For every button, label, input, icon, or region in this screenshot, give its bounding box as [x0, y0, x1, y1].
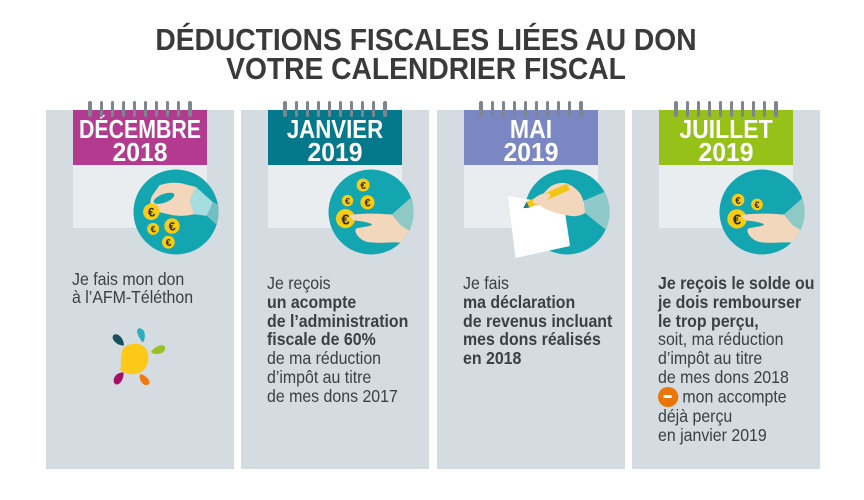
svg-text:€: €	[341, 212, 349, 228]
svg-text:€: €	[360, 181, 366, 192]
svg-text:€: €	[735, 196, 741, 207]
svg-text:€: €	[147, 205, 156, 220]
svg-text:€: €	[345, 196, 350, 206]
svg-text:€: €	[165, 237, 173, 249]
svg-text:€: €	[733, 213, 742, 229]
svg-text:€: €	[754, 200, 759, 210]
svg-text:€: €	[168, 219, 177, 234]
svg-text:€: €	[364, 198, 370, 210]
svg-text:€: €	[150, 224, 157, 235]
